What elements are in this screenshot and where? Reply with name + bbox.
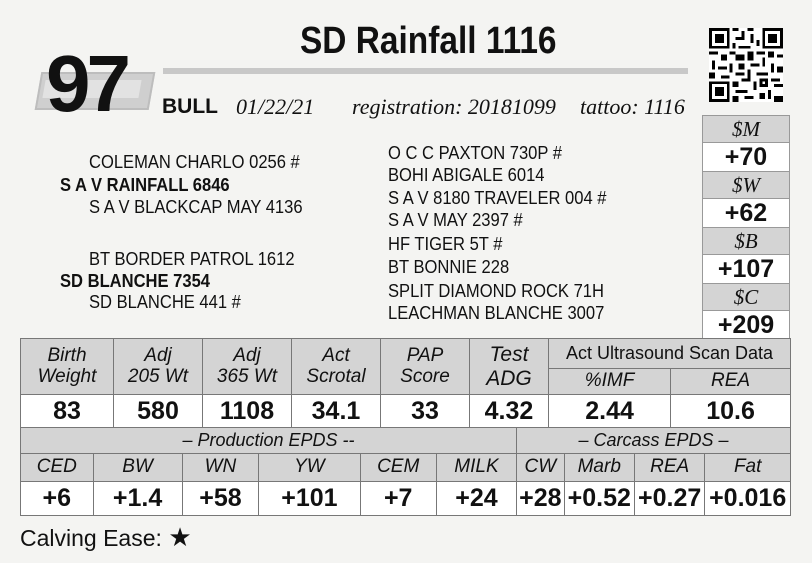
cem-value: +7: [359, 481, 437, 516]
pap-score-value: 33: [380, 394, 470, 429]
pedigree-dam: SD BLANCHE 7354: [60, 271, 211, 291]
pedigree-ancestor: SPLIT DIAMOND ROCK 71H: [388, 281, 604, 301]
pedigree-sire: S A V RAINFALL 6846: [60, 175, 230, 195]
imf-value: 2.44: [547, 394, 672, 429]
pedigree-ancestor: BT BONNIE 228: [388, 257, 510, 277]
adj-365-header: Adj 365 Wt: [202, 338, 292, 395]
yw-header: YW: [258, 453, 361, 482]
birth-weight-header: Birth Weight: [20, 338, 114, 395]
pedigree-sire-sire: COLEMAN CHARLO 0256 #: [89, 152, 300, 172]
cw-header: CW: [516, 453, 565, 482]
calving-ease-label: Calving Ease:: [20, 525, 162, 551]
yw-value: +101: [258, 481, 361, 516]
adj-205-header: Adj 205 Wt: [113, 338, 203, 395]
performance-table: Birth Weight Adj 205 Wt Adj 365 Wt Act S…: [20, 338, 791, 429]
registration-number: registration: 20181099: [352, 94, 556, 119]
carcass-rea-header: REA: [633, 453, 706, 482]
index-value: +107: [702, 254, 790, 283]
pap-score-header: PAP Score: [380, 338, 470, 395]
pedigree-ancestor: O C C PAXTON 730P #: [388, 143, 562, 163]
index-label: $M: [702, 115, 790, 142]
index-value: +209: [702, 310, 790, 340]
pedigree-ancestor: S A V 8180 TRAVELER 004 #: [388, 188, 607, 208]
act-scrotal-header: Act Scrotal: [291, 338, 381, 395]
birth-date: 01/22/21: [236, 94, 315, 119]
ultrasound-title: Act Ultrasound Scan Data: [548, 338, 791, 369]
sex-label: BULL: [162, 95, 218, 118]
marb-value: +0.52: [563, 481, 635, 516]
pedigree-ancestor: BOHI ABIGALE 6014: [388, 165, 545, 185]
bw-value: +1.4: [92, 481, 183, 516]
act-scrotal-value: 34.1: [291, 394, 381, 429]
imf-header: %IMF: [547, 368, 672, 395]
pedigree-sire-dam: S A V BLACKCAP MAY 4136: [89, 197, 303, 217]
pedigree-ancestor: LEACHMAN BLANCHE 3007: [388, 303, 605, 323]
pedigree-dam-dam: SD BLANCHE 441 #: [89, 292, 241, 312]
qr-code-icon[interactable]: [709, 28, 783, 102]
tattoo: tattoo: 1116: [580, 94, 685, 119]
test-adg-value: 4.32: [469, 394, 549, 429]
test-adg-header: Test ADG: [469, 338, 549, 395]
cem-header: CEM: [359, 453, 437, 482]
epd-table: – Production EPDS -- – Carcass EPDS – CE…: [19, 427, 791, 516]
animal-name: SD Rainfall 1116: [300, 20, 557, 62]
title-rule: [163, 68, 688, 74]
birth-weight-value: 83: [20, 394, 114, 429]
ced-header: CED: [20, 453, 94, 482]
rea-value: 10.6: [670, 394, 791, 429]
wn-value: +58: [181, 481, 260, 516]
marb-header: Marb: [563, 453, 635, 482]
milk-value: +24: [435, 481, 518, 516]
carcass-epds-title: – Carcass EPDS –: [516, 427, 791, 454]
ced-value: +6: [20, 481, 94, 516]
milk-header: MILK: [435, 453, 518, 482]
fat-header: Fat: [704, 453, 791, 482]
wn-header: WN: [181, 453, 260, 482]
index-value: +62: [702, 198, 790, 227]
adj-365-value: 1108: [202, 394, 292, 429]
cw-value: +28: [516, 481, 565, 516]
rea-header: REA: [670, 368, 791, 395]
pedigree-ancestor: S A V MAY 2397 #: [388, 210, 523, 230]
calving-ease: Calving Ease: ★: [20, 524, 192, 550]
index-label: $B: [702, 227, 790, 254]
lot-number: 97: [46, 39, 131, 128]
pedigree-ancestor: HF TIGER 5T #: [388, 234, 503, 254]
star-icon: ★: [168, 522, 192, 552]
production-epds-title: – Production EPDS --: [19, 427, 518, 454]
index-label: $W: [702, 171, 790, 198]
pedigree-dam-sire: BT BORDER PATROL 1612: [89, 249, 295, 269]
carcass-rea-value: +0.27: [633, 481, 706, 516]
bw-header: BW: [92, 453, 183, 482]
index-value: +70: [702, 142, 790, 171]
index-label: $C: [702, 283, 790, 310]
fat-value: +0.016: [704, 481, 791, 516]
adj-205-value: 580: [113, 394, 203, 429]
dollar-index-panel: $M +70 $W +62 $B +107 $C +209: [702, 115, 790, 340]
